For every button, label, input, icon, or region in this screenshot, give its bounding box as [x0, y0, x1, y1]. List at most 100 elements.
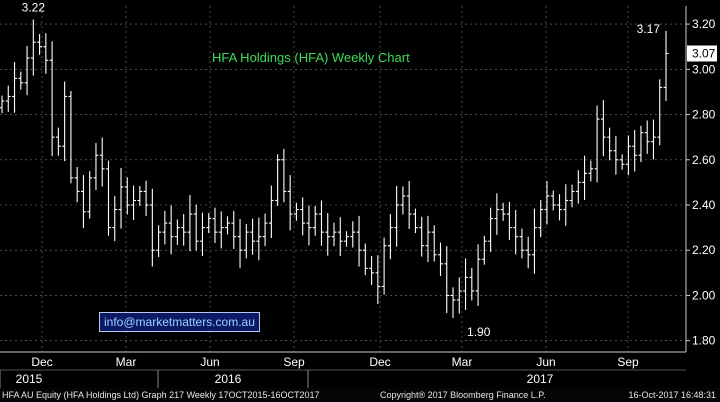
email-link[interactable]: info@marketmatters.com.au	[99, 312, 260, 332]
ohlc-bar	[369, 256, 374, 286]
ohlc-bar	[488, 207, 494, 253]
ohlc-bar	[356, 215, 362, 267]
ohlc-bar	[0, 95, 5, 114]
ohlc-bar	[99, 137, 105, 187]
ohlc-bar	[425, 215, 431, 262]
ohlc-bar	[450, 287, 456, 319]
ohlc-bar	[607, 127, 613, 161]
ohlc-bar	[394, 186, 400, 247]
ohlc-bar	[550, 190, 556, 211]
ohlc-bar	[156, 225, 162, 258]
ohlc-bar	[231, 210, 237, 249]
ohlc-bar	[413, 208, 418, 234]
ohlc-bar	[575, 170, 581, 204]
ohlc-bar	[174, 219, 180, 245]
y-tick-label: 2.40	[692, 198, 716, 212]
y-tick-label: 1.80	[692, 334, 716, 348]
ohlc-bar	[43, 33, 49, 74]
ohlc-bar	[5, 85, 11, 112]
ohlc-bar	[74, 167, 80, 203]
grid-lines	[0, 6, 685, 352]
ohlc-bar	[162, 210, 168, 245]
ohlc-bar	[594, 105, 600, 183]
ohlc-bar	[24, 45, 30, 96]
ohlc-bar	[337, 217, 343, 257]
ohlc-bar	[250, 218, 255, 255]
ohlc-bar	[619, 154, 625, 170]
ohlc-bar	[30, 19, 36, 76]
ohlc-bar	[475, 244, 481, 306]
ohlc-bar	[381, 237, 387, 295]
ohlc-bar	[131, 185, 136, 220]
y-tick-label: 2.80	[692, 108, 716, 122]
ohlc-bar	[494, 193, 500, 235]
last-price-label: 3.07	[692, 46, 716, 60]
ohlc-bar	[181, 214, 187, 246]
ohlc-bar	[532, 208, 537, 274]
year-label: 2017	[527, 372, 554, 386]
annotation-label: 1.90	[467, 325, 491, 339]
y-tick-label: 3.00	[692, 62, 716, 76]
ohlc-bar	[193, 204, 199, 251]
ohlc-bar	[469, 267, 475, 301]
month-label: Dec	[31, 355, 52, 369]
ohlc-bar	[237, 219, 243, 268]
ohlc-bar	[206, 213, 212, 234]
ohlc-bar	[106, 160, 111, 236]
y-tick-label: 3.20	[692, 17, 716, 31]
ohlc-bar	[112, 195, 118, 242]
ohlc-bar	[613, 135, 619, 175]
ohlc-bar	[406, 181, 412, 229]
ohlc-bar	[350, 221, 356, 248]
ohlc-bar	[500, 202, 506, 221]
ohlc-bar	[87, 171, 93, 219]
ohlc-bar	[212, 207, 218, 243]
month-label: Jun	[200, 355, 219, 369]
ohlc-bar	[55, 127, 61, 156]
ohlc-bar	[275, 154, 281, 206]
ohlc-bar	[68, 91, 74, 184]
last-price-tag	[687, 45, 717, 62]
ohlc-bar	[544, 181, 550, 225]
ohlc-bar	[626, 135, 631, 176]
ohlc-bar	[300, 197, 306, 236]
ohlc-bar	[456, 277, 462, 314]
month-label: Sep	[617, 355, 639, 369]
y-tick-label: 2.60	[692, 153, 716, 167]
ohlc-bar	[525, 236, 531, 269]
footer-copyright: Copyright® 2017 Bloomberg Finance L.P.	[380, 390, 546, 400]
ohlc-bar	[319, 200, 324, 246]
ohlc-bar	[569, 184, 575, 208]
month-label: Dec	[369, 355, 390, 369]
ohlc-bar	[18, 71, 24, 90]
ohlc-bar	[600, 100, 606, 157]
ohlc-bar	[644, 120, 650, 154]
y-tick-label: 2.00	[692, 288, 716, 302]
ohlc-bar	[12, 62, 17, 113]
ohlc-bar	[419, 216, 425, 257]
month-label: Sep	[283, 355, 305, 369]
ohlc-bar	[538, 200, 544, 238]
ohlc-bar	[268, 185, 274, 239]
month-label: Mar	[116, 355, 137, 369]
ohlc-bar	[49, 41, 55, 157]
ohlc-bar	[582, 155, 587, 201]
ohlc-bar	[306, 205, 312, 246]
year-label: 2015	[16, 372, 43, 386]
ohlc-bar	[287, 175, 293, 231]
ohlc-bar	[294, 202, 299, 221]
annotation-label: 3.17	[637, 22, 661, 36]
ohlc-bar	[506, 201, 512, 240]
ohlc-bars	[0, 19, 669, 319]
ohlc-bar	[387, 214, 393, 260]
ohlc-bar	[632, 129, 638, 172]
ohlc-bar	[118, 167, 124, 229]
ohlc-bar	[218, 211, 224, 249]
ohlc-bar	[563, 184, 569, 226]
ohlc-bar	[519, 228, 525, 259]
ohlc-bar	[657, 79, 663, 146]
ohlc-bar	[243, 224, 249, 259]
ohlc-bar	[143, 180, 149, 216]
ohlc-bar	[149, 188, 155, 267]
